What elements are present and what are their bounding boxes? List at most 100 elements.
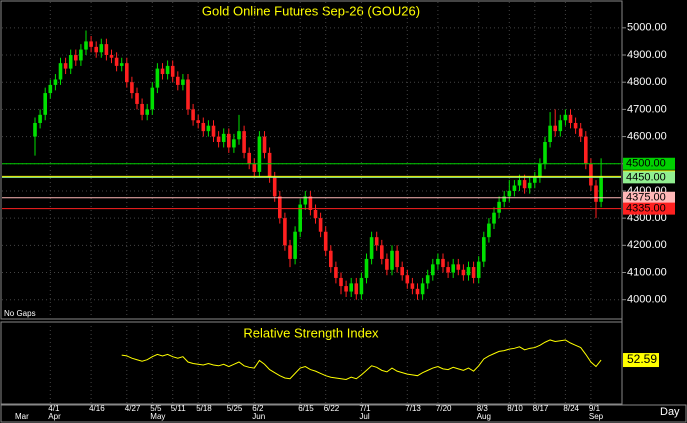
candle-body [237,131,241,140]
x-tick-label: 6/22 [324,404,340,413]
candle-body [405,275,410,284]
candle-body [221,133,226,143]
x-tick-label: 6/2 [252,404,264,413]
x-tick-label: 7/1 [359,404,371,413]
candle-body [599,176,603,202]
candle-body [517,180,522,186]
candle-body [227,133,231,148]
candle-body [374,237,379,246]
period: Day [660,406,680,418]
candle-body [186,79,190,110]
x-tick-label: 4/1 [48,404,60,413]
candle-body [206,125,211,132]
candle-body [502,196,506,202]
y-tick-label: 4800.00 [627,76,667,88]
rsi-line [121,339,602,380]
candle-body [247,152,251,164]
candle-body [176,76,180,85]
candle-body [415,288,420,295]
candle-body [563,114,568,121]
candle-body [522,180,527,189]
candle-body [548,125,552,143]
x-axis-panel [0,404,687,423]
candle-body [446,267,450,273]
candle-body [38,114,42,123]
candle-body [298,204,302,232]
candle-body [94,46,98,53]
candle-body [191,109,195,121]
candle-body [165,65,170,75]
candle-body [79,49,83,61]
candle-body [130,82,134,94]
candle-body [145,109,149,115]
candle-body [267,152,272,178]
candle-body [43,93,47,115]
x-tick-label: 7/13 [405,404,421,413]
level-label-box [623,157,675,170]
candle-body [313,209,318,219]
candle-body [487,223,491,238]
candle-body [278,196,282,219]
candle-body [99,44,104,53]
y-tick-label: 5000.00 [627,22,667,34]
rsi-title: Relative Strength Index [243,325,379,340]
x-tick-label: 7/20 [436,404,452,413]
candle-body [589,163,593,186]
candle-body [140,103,144,115]
candle-body [497,201,501,213]
candle-body [288,245,292,259]
candle-body [329,250,333,268]
candle-body [533,177,537,183]
month-label: Mar [15,412,29,421]
candle-body [476,261,481,278]
candle-body [53,79,58,85]
rsi-value-label: 52.59 [627,352,657,366]
candle-body [507,190,512,197]
candle-body [334,267,338,278]
x-tick-label: 8/17 [533,404,549,413]
candle-body [257,136,262,172]
candle-body [441,258,445,268]
x-tick-label: 6/15 [298,404,314,413]
candle-body [33,122,37,137]
y-tick-label: 4300.00 [627,212,667,224]
candle-body [232,139,236,148]
candle-body [461,269,466,276]
x-tick-label: 4/27 [125,404,141,413]
x-tick-label: 5/11 [171,404,187,413]
x-tick-label: 9/1 [589,404,601,413]
candle-body [181,79,185,85]
x-tick-label: 8/10 [507,404,523,413]
candle-body [119,63,124,66]
candle-body [400,267,404,276]
x-tick-label: 5/18 [196,404,212,413]
candle-body [242,131,246,153]
candle-body [512,185,517,191]
candle-body [109,55,114,58]
candle-body [380,245,384,259]
month-label: Jun [252,412,265,421]
y-tick-label: 4000.00 [627,294,667,306]
candle-body [594,185,598,202]
candle-body [63,63,68,69]
candle-body [211,125,216,137]
candle-body [431,264,435,276]
candle-body [308,196,313,210]
candle-body [573,122,578,129]
candle-body [359,277,364,295]
candle-body [125,63,129,83]
x-tick-label: 8/24 [563,404,579,413]
candle-body [58,63,63,80]
level-label-box [623,202,675,215]
candle-body [492,212,496,224]
candle-body [196,120,200,123]
y-tick-label: 4900.00 [627,49,667,61]
level-label: 4450.00 [626,171,666,183]
candle-body [354,283,359,295]
month-label: Apr [48,412,61,421]
level-label-box [623,171,675,184]
month-label: May [150,412,165,421]
